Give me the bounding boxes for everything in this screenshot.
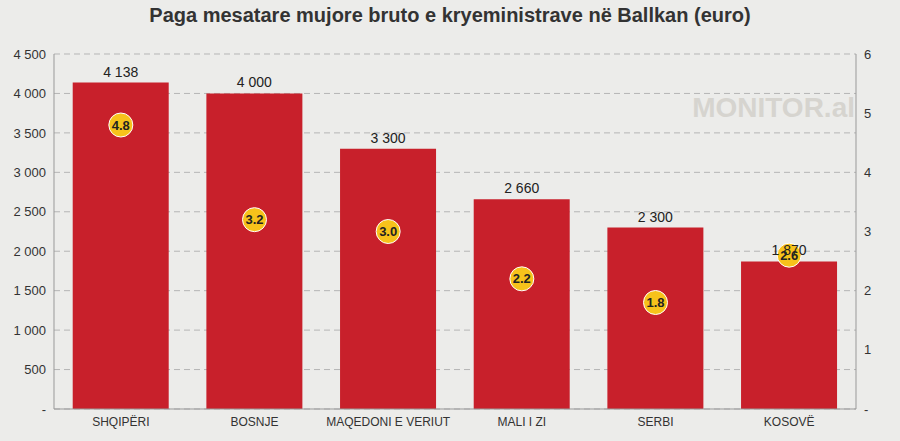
- svg-text:4: 4: [864, 165, 871, 180]
- svg-text:500: 500: [24, 362, 46, 377]
- svg-text:-: -: [42, 402, 46, 417]
- svg-text:4.8: 4.8: [112, 118, 130, 133]
- svg-text:3 300: 3 300: [371, 130, 406, 146]
- svg-text:1 870: 1 870: [772, 242, 807, 258]
- html-text:MONITOR.al: MONITOR.al: [692, 92, 855, 123]
- svg-text:2 000: 2 000: [13, 244, 46, 259]
- svg-text:4 000: 4 000: [237, 74, 272, 90]
- svg-text:SHQIPËRI: SHQIPËRI: [92, 415, 149, 429]
- svg-text:1: 1: [864, 342, 871, 357]
- svg-text:4 000: 4 000: [13, 86, 46, 101]
- svg-text:1 500: 1 500: [13, 283, 46, 298]
- svg-text:MAQEDONI E VERIUT: MAQEDONI E VERIUT: [326, 415, 451, 429]
- svg-text:BOSNJE: BOSNJE: [230, 415, 278, 429]
- svg-text:3: 3: [864, 224, 871, 239]
- svg-text:2 500: 2 500: [13, 204, 46, 219]
- svg-text:SERBI: SERBI: [637, 415, 673, 429]
- svg-text:3.0: 3.0: [379, 224, 397, 239]
- svg-text:4 500: 4 500: [13, 47, 46, 62]
- svg-text:1 000: 1 000: [13, 323, 46, 338]
- svg-text:4 138: 4 138: [103, 64, 138, 80]
- svg-text:5: 5: [864, 106, 871, 121]
- svg-text:3.2: 3.2: [245, 212, 263, 227]
- svg-text:2 660: 2 660: [504, 180, 539, 196]
- svg-text:6: 6: [864, 47, 871, 62]
- svg-text:2.2: 2.2: [513, 271, 531, 286]
- svg-text:MALI I ZI: MALI I ZI: [497, 415, 546, 429]
- html-text:Paga mesatare mujore bruto e k: Paga mesatare mujore bruto e kryeministr…: [149, 4, 751, 26]
- svg-text:2 300: 2 300: [638, 209, 673, 225]
- svg-text:1.8: 1.8: [646, 295, 664, 310]
- svg-text:-: -: [864, 402, 868, 417]
- svg-text:3 000: 3 000: [13, 165, 46, 180]
- svg-text:3 500: 3 500: [13, 126, 46, 141]
- svg-text:2: 2: [864, 283, 871, 298]
- svg-text:KOSOVË: KOSOVË: [764, 415, 815, 429]
